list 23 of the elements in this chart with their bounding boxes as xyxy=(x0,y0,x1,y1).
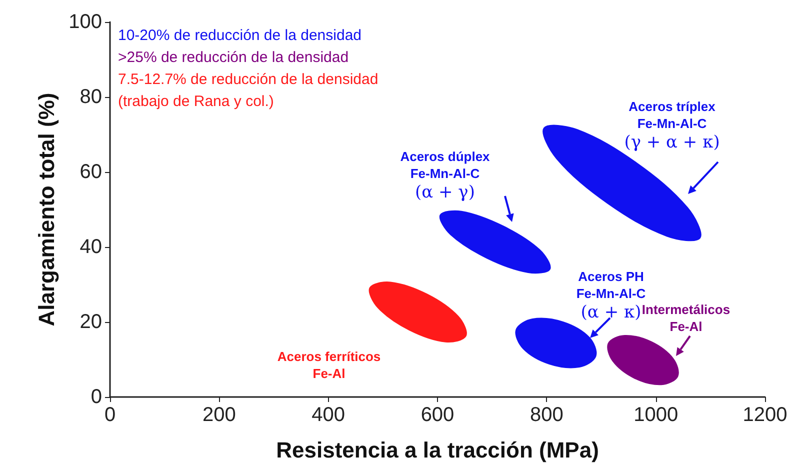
x-tick-label: 0 xyxy=(104,404,116,426)
y-tick-label: 0 xyxy=(90,386,102,408)
y-tick-label: 40 xyxy=(80,236,102,258)
annotation: >25% de reducción de la densidad xyxy=(118,49,349,66)
y-tick-label: 80 xyxy=(80,86,102,108)
y-tick-label: 20 xyxy=(80,311,102,333)
annotation: (trabajo de Rana y col.) xyxy=(118,93,274,110)
y-tick-label: 60 xyxy=(80,161,102,183)
annotation: 7.5-12.7% de reducción de la densidad xyxy=(118,71,378,88)
x-tick-label: 400 xyxy=(312,404,346,426)
text: Aceros ferríticos Fe-Al xyxy=(277,349,381,381)
x-tick-label: 200 xyxy=(202,404,236,426)
x-axis-title: Resistencia a la tracción (MPa) xyxy=(276,438,599,462)
x-tick-label: 1000 xyxy=(634,404,678,426)
series-label: Aceros dúplex Fe-Mn-Al-C (α + γ) xyxy=(400,149,491,202)
series-label: Intermetálicos Fe-Al xyxy=(642,302,730,334)
series-label: Aceros tríplex Fe-Mn-Al-C (γ + α + κ) xyxy=(624,99,720,152)
x-tick-label: 1200 xyxy=(742,404,788,426)
y-axis-title: Alargamiento total (%) xyxy=(34,92,60,326)
x-tick-label: 800 xyxy=(530,404,564,426)
y-tick-label: 100 xyxy=(68,11,102,33)
x-tick-label: 600 xyxy=(420,404,454,426)
annotation: 10-20% de reducción de la densidad xyxy=(118,27,362,44)
